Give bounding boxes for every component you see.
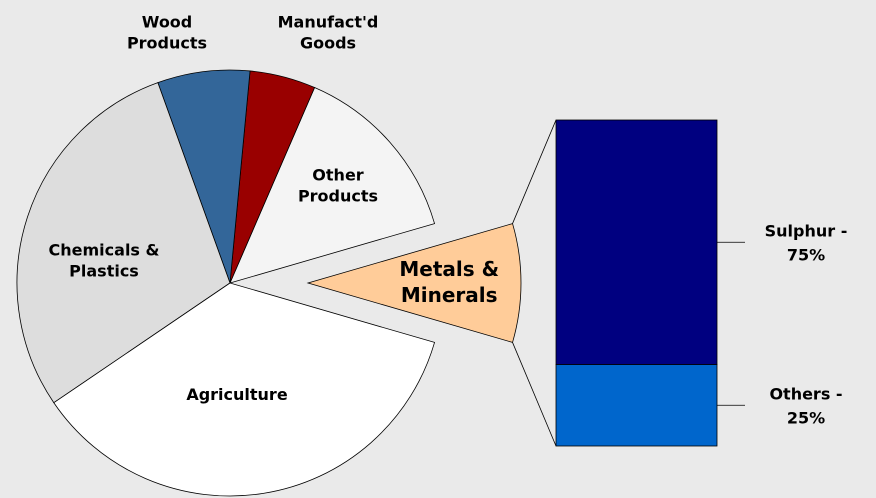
slice-label: Wood Products	[127, 12, 207, 52]
slice-label: Agriculture	[186, 385, 288, 404]
connector	[512, 119, 557, 224]
bar-segment	[555, 119, 718, 365]
connector	[512, 342, 557, 447]
pie-slice	[306, 223, 522, 343]
pie-slice	[53, 282, 436, 497]
bar-segment	[555, 364, 718, 447]
slice-label: Metals & Minerals	[399, 257, 499, 307]
bar-category-label: Sulphur -	[765, 221, 848, 240]
bar-value-label: 25%	[787, 408, 825, 427]
slice-label: Chemicals & Plastics	[49, 240, 160, 280]
slice-label: Other Products	[298, 165, 378, 205]
bar-value-label: 75%	[787, 245, 825, 264]
slice-label: Manufact'd Goods	[278, 12, 379, 52]
pie-slice	[229, 86, 436, 284]
pie-slice	[16, 82, 231, 404]
bar-category-label: Others -	[769, 384, 842, 403]
